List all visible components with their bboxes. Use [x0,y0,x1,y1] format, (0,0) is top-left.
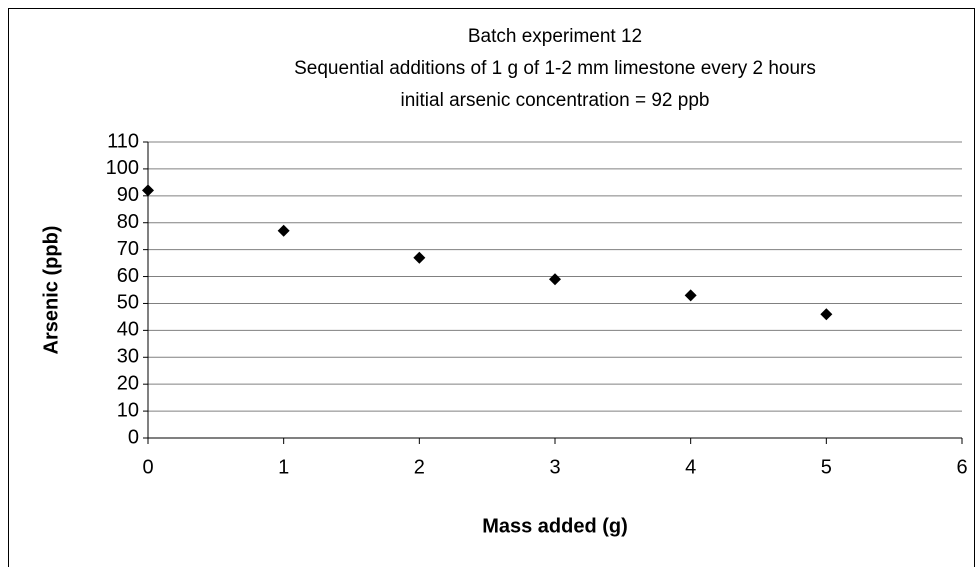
point [820,308,833,321]
y-axis-label: Arsenic (ppb) [40,226,62,355]
y-tick-label: 20 [117,372,139,394]
y-tick-label: 110 [107,130,139,152]
y-tick-label: 60 [117,265,139,287]
point [549,273,561,286]
x-tick-label: 1 [278,456,289,478]
x-tick-label: 6 [956,456,967,478]
y-tick-label: 90 [117,184,139,206]
y-tick-label: 80 [117,211,139,233]
point [142,184,154,197]
y-tick-label: 70 [117,238,139,260]
chart-title: Batch experiment 12 [468,26,642,47]
chart-subtitle: initial arsenic concentration = 92 ppb [401,90,710,111]
point [684,289,697,302]
x-tick-label: 0 [142,456,153,478]
chart-frame [8,8,975,567]
x-tick-label: 5 [821,456,832,478]
y-tick-label: 30 [117,346,139,368]
x-tick-label: 2 [414,456,425,478]
x-axis-label: Mass added (g) [482,515,628,537]
y-tick-label: 10 [117,399,139,421]
x-tick-label: 4 [685,456,696,478]
x-tick-label: 3 [549,456,560,478]
point [413,251,426,264]
y-tick-label: 0 [128,426,139,448]
point [277,224,290,237]
y-tick-label: 100 [106,157,139,179]
y-tick-label: 40 [117,319,139,341]
chart-subtitle: Sequential additions of 1 g of 1-2 mm li… [294,58,816,79]
y-tick-label: 50 [117,292,139,314]
